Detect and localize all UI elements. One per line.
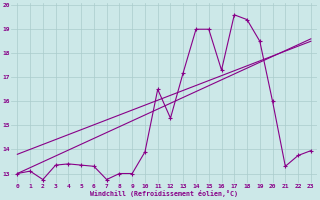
X-axis label: Windchill (Refroidissement éolien,°C): Windchill (Refroidissement éolien,°C)	[90, 190, 238, 197]
